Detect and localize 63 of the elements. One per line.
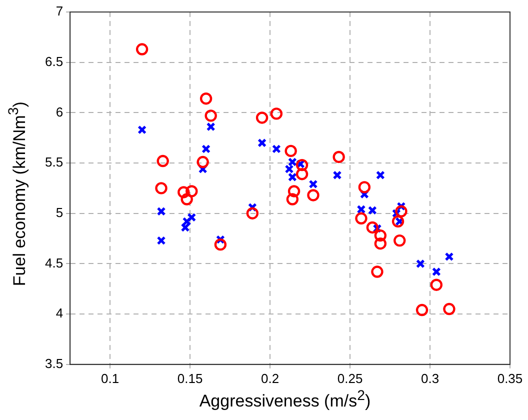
- point: [156, 206, 166, 216]
- point: [392, 215, 404, 228]
- point: [206, 122, 216, 132]
- point: [308, 180, 318, 189]
- point: [186, 185, 198, 198]
- point: [196, 156, 209, 168]
- point: [374, 229, 387, 242]
- x-axis-title: Aggressiveness (m/s$^{2}$): [198, 388, 372, 412]
- point: [214, 238, 227, 251]
- point: [155, 182, 168, 194]
- point: [256, 112, 268, 124]
- point: [430, 278, 443, 291]
- point: [332, 150, 345, 164]
- point: [272, 144, 281, 154]
- x-tick-label: 0.15: [177, 370, 203, 386]
- point: [156, 236, 166, 246]
- x-tick-label: 0.25: [337, 370, 363, 386]
- point: [288, 185, 300, 198]
- point: [416, 304, 428, 316]
- point: [371, 266, 384, 278]
- point: [366, 221, 379, 234]
- point: [356, 204, 366, 214]
- point: [355, 212, 368, 225]
- point: [204, 110, 217, 122]
- x-tick-label: 0.2: [261, 370, 280, 386]
- point: [156, 154, 169, 168]
- point: [178, 186, 190, 198]
- point: [270, 108, 283, 120]
- y-tick-label: 5: [56, 204, 64, 220]
- point: [395, 205, 408, 218]
- point: [332, 170, 342, 180]
- point: [284, 144, 297, 158]
- point: [138, 125, 147, 134]
- y-tick-label: 3.5: [44, 356, 64, 371]
- point: [286, 193, 299, 206]
- y-tick-label: 7: [56, 4, 64, 19]
- point: [374, 237, 387, 250]
- point: [180, 193, 193, 206]
- point: [187, 212, 196, 222]
- point: [136, 43, 148, 56]
- y-tick-label: 5.5: [44, 154, 64, 170]
- point: [416, 259, 425, 268]
- x-tick-label: 0.1: [101, 370, 120, 386]
- point: [296, 158, 308, 172]
- point: [202, 144, 211, 154]
- point: [296, 168, 308, 180]
- point: [443, 302, 456, 316]
- point: [307, 189, 320, 202]
- x-tick-label: 0.3: [420, 370, 440, 386]
- point: [376, 170, 385, 180]
- point: [358, 181, 371, 194]
- point: [368, 206, 377, 215]
- point: [258, 138, 267, 148]
- point: [394, 234, 406, 247]
- point: [444, 252, 454, 262]
- point: [432, 267, 441, 276]
- x-tick-label: 0.35: [497, 370, 523, 386]
- point: [200, 92, 212, 105]
- y-tick-label: 6.5: [44, 54, 64, 69]
- y-tick-label: 4: [56, 306, 64, 321]
- y-tick-label: 4.5: [44, 255, 64, 270]
- y-tick-label: 6: [56, 104, 64, 120]
- point: [246, 207, 259, 220]
